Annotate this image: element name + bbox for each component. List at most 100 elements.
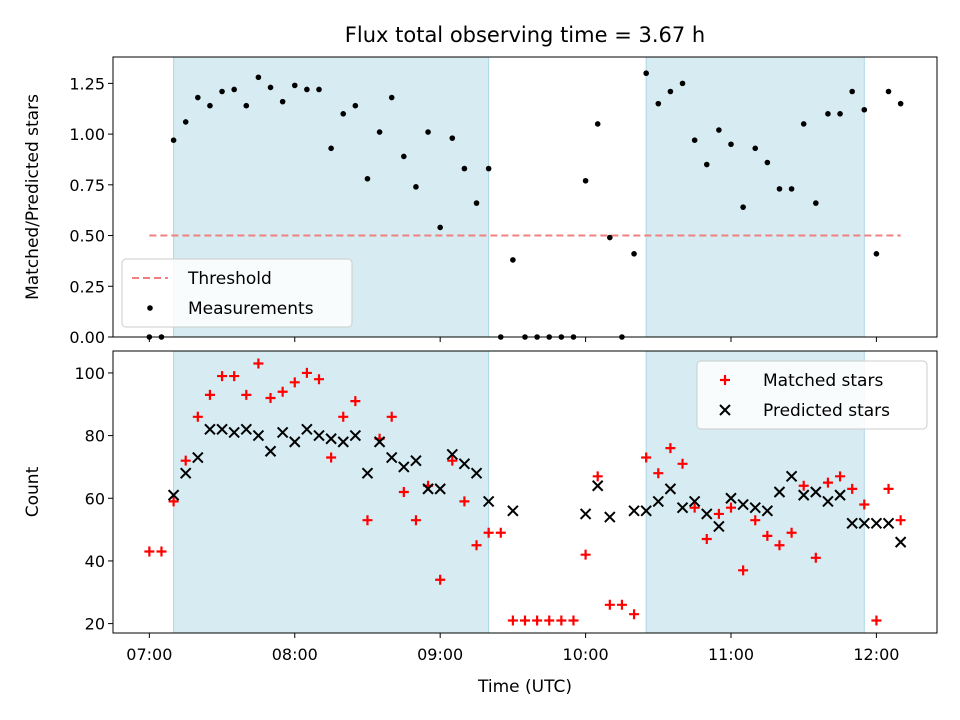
axes-frame — [112, 350, 938, 634]
matched-stars-point — [289, 377, 300, 388]
measurement-point — [594, 121, 601, 127]
legend-measurement-marker — [147, 305, 153, 311]
matched-stars-point — [629, 609, 640, 620]
predicted-stars-point — [204, 423, 216, 436]
predicted-stars-point — [216, 423, 228, 436]
predicted-stars-point — [579, 508, 592, 520]
matched-stars-point — [229, 371, 240, 382]
predicted-stars-point — [882, 517, 895, 530]
measurement-point — [291, 82, 298, 89]
predicted-stars-point — [301, 423, 313, 436]
measurement-point — [861, 106, 868, 113]
legend-box — [121, 258, 353, 328]
matched-stars-point — [192, 411, 203, 422]
measurement-point — [607, 234, 613, 241]
predicted-stars-point — [737, 498, 749, 511]
matched-stars-point — [871, 615, 882, 626]
measurement-point — [740, 204, 746, 210]
predicted-stars-point — [846, 517, 858, 530]
x-tick-label: 08:00 — [272, 645, 318, 664]
measurement-point — [461, 165, 468, 172]
predicted-stars-point — [385, 451, 398, 464]
measurement-point — [800, 121, 807, 127]
measurement-point — [425, 129, 431, 135]
matched-stars-point — [447, 455, 458, 466]
predicted-stars-point — [192, 451, 204, 464]
matched-stars-point — [665, 443, 676, 454]
measurement-point — [752, 145, 759, 152]
matched-stars-point — [471, 540, 482, 551]
legend-box — [696, 360, 928, 430]
x-tick-label: 07:00 — [126, 645, 172, 664]
measurement-point — [813, 200, 819, 206]
legend: Threshold Measurements — [121, 258, 353, 328]
matched-stars-point — [204, 389, 215, 400]
measurement-point — [703, 161, 710, 168]
predicted-stars-point — [628, 505, 640, 517]
bottom-panel: 20 40 60 80 100 07:00 08:00 09:00 10:00 11:00 12:0… — [23, 350, 938, 664]
legend-label: Matched stars — [763, 371, 883, 391]
x-tick-label: 11:00 — [708, 645, 754, 664]
measurement-point — [304, 86, 310, 93]
measurement-point — [449, 135, 456, 141]
matched-stars-point — [532, 615, 543, 626]
measurement-point — [510, 257, 516, 263]
measurement-point — [776, 186, 783, 192]
predicted-stars-point — [398, 461, 410, 473]
matched-stars-point — [265, 393, 276, 403]
matched-stars-point — [362, 515, 373, 526]
matched-stars-point — [507, 615, 518, 626]
x-tick-label: 09:00 — [417, 645, 463, 664]
matched-stars-point — [144, 546, 155, 557]
matched-stars-point — [398, 487, 409, 497]
matched-stars-point — [168, 496, 179, 507]
matched-stars-point — [713, 508, 724, 519]
matched-stars-point — [156, 546, 167, 557]
y-axis-label: Matched/Predicted stars — [23, 94, 43, 300]
predicted-stars-point — [640, 505, 652, 517]
legend-predicted-marker — [719, 404, 731, 416]
y-axis-label: Count — [23, 466, 43, 517]
predicted-stars-point — [458, 458, 471, 470]
top-panel: 0.00 0.25 0.50 0.75 1.00 1.25 Matched/Predicte… — [23, 56, 938, 347]
measurement-point — [401, 153, 407, 160]
measurement-point — [170, 137, 177, 143]
predicted-stars-point — [773, 486, 786, 498]
measurement-point — [825, 111, 831, 117]
predicted-stars-point — [688, 495, 701, 508]
chart-title: Flux total observing time = 3.67 h — [345, 23, 705, 47]
measurement-point — [885, 88, 892, 95]
matched-stars-point — [738, 565, 749, 576]
matched-stars-point — [616, 599, 627, 610]
matched-stars-point — [592, 471, 603, 482]
matched-stars-point — [410, 515, 421, 526]
matched-stars-point — [314, 374, 324, 385]
y-tick-label: 0.00 — [69, 328, 105, 347]
measurement-point — [182, 119, 189, 125]
predicted-stars-point — [337, 436, 349, 448]
matched-stars-point — [641, 452, 652, 463]
matched-stars-point — [277, 386, 288, 397]
matched-stars-point — [604, 599, 615, 610]
matched-stars-point — [895, 515, 906, 526]
matched-stars-point — [701, 534, 712, 544]
measurement-point — [328, 145, 334, 152]
matched-stars-point — [726, 502, 736, 513]
predicted-stars-point — [858, 517, 871, 530]
predicted-stars-point — [276, 426, 289, 439]
measurement-point — [437, 224, 443, 231]
measurement-point — [243, 102, 250, 109]
predicted-stars-point — [470, 467, 483, 479]
measurement-point — [231, 86, 237, 93]
y-tick-label: 0.50 — [69, 227, 105, 246]
predicted-stars-point — [240, 423, 253, 436]
predicted-stars-point — [870, 517, 883, 530]
predicted-stars-point — [446, 448, 459, 461]
predicted-stars-point — [749, 501, 761, 514]
predicted-stars-point — [264, 445, 277, 457]
matched-stars-point — [386, 411, 397, 422]
matched-stars-point — [568, 615, 579, 626]
predicted-stars-point — [725, 492, 737, 504]
y-tick-label: 100 — [74, 364, 105, 383]
